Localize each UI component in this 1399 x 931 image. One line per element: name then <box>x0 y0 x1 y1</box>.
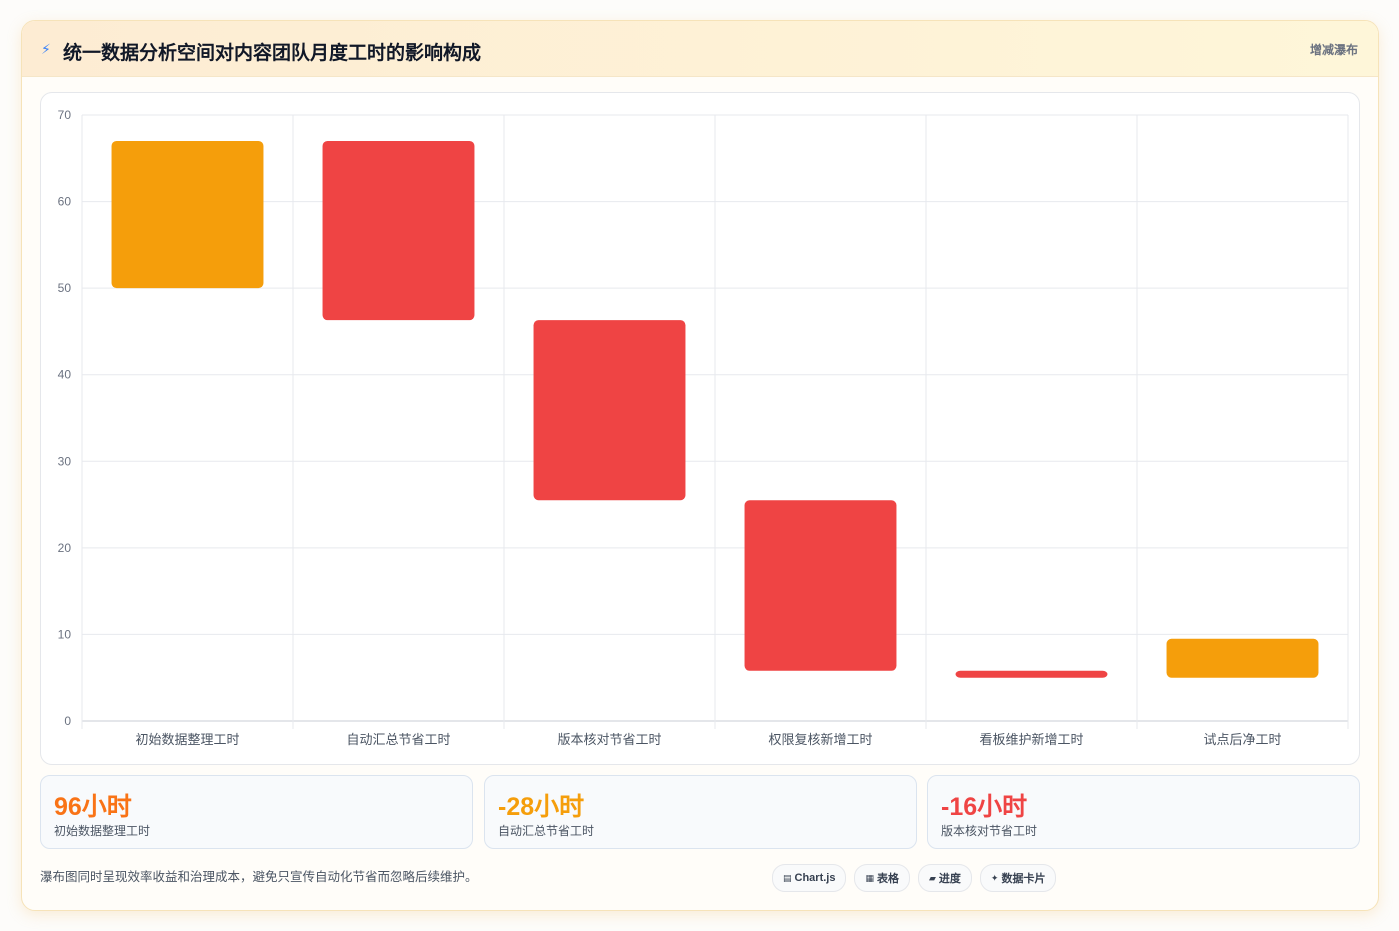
waterfall-bar <box>533 320 686 501</box>
y-tick-label: 20 <box>58 541 72 555</box>
chart-container: 0 10 20 30 40 50 60 70 初始数据整理工时 自动汇总节省工时 版本核对节省工时 权… <box>40 92 1360 765</box>
y-tick-label: 60 <box>58 195 72 209</box>
waterfall-bar <box>744 500 897 671</box>
progress-icon: ▰ <box>929 872 936 883</box>
stat-value: 96小时 <box>54 793 132 821</box>
waterfall-bar <box>111 140 264 289</box>
card-header: ⚡ 统一数据分析空间对内容团队月度工时的影响构成 增减瀑布 <box>22 21 1378 77</box>
waterfall-bar <box>955 670 1108 678</box>
y-tick-label: 50 <box>58 281 72 295</box>
x-tick-label: 看板维护新增工时 <box>979 732 1083 747</box>
y-tick-label: 30 <box>58 454 72 468</box>
stat-label: 版本核对节省工时 <box>941 824 1038 838</box>
stat-card-version-check: -16小时 版本核对节省工时 <box>927 775 1360 849</box>
chart-icon: ▤ <box>783 872 792 883</box>
stat-value: -16小时 <box>941 793 1028 821</box>
chip-label: 进度 <box>938 873 961 885</box>
waterfall-bar <box>322 140 475 321</box>
chart-type-tag: 增减瀑布 <box>1309 43 1358 57</box>
y-tick-label: 0 <box>64 714 71 728</box>
x-tick-label: 初始数据整理工时 <box>135 732 239 747</box>
table-icon: ▦ <box>865 872 874 883</box>
footer-note: 瀑布图同时呈现效率收益和治理成本，避免只宣传自动化节省而忽略后续维护。 <box>40 870 478 884</box>
chip-label: 表格 <box>877 873 899 885</box>
data-card-icon: ✦ <box>990 872 999 883</box>
stat-label: 初始数据整理工时 <box>54 824 151 838</box>
stat-value: -28小时 <box>498 793 585 821</box>
chip-data-card[interactable]: ✦ 数据卡片 <box>979 864 1057 892</box>
chip-progress[interactable]: ▰ 进度 <box>918 864 972 892</box>
chip-table[interactable]: ▦ 表格 <box>854 864 910 892</box>
stat-card-initial: 96小时 初始数据整理工时 <box>40 775 473 849</box>
chip-label: Chart.js <box>794 872 836 884</box>
x-tick-label: 自动汇总节省工时 <box>346 732 450 747</box>
stat-label: 自动汇总节省工时 <box>498 824 595 838</box>
chart-title: 统一数据分析空间对内容团队月度工时的影响构成 <box>63 43 482 64</box>
chip-chartjs[interactable]: ▤ Chart.js <box>772 864 847 892</box>
y-tick-label: 40 <box>58 368 72 382</box>
x-tick-label: 权限复核新增工时 <box>768 732 872 747</box>
lightning-icon: ⚡ <box>41 41 51 57</box>
feature-chips: ▤ Chart.js ▦ 表格 ▰ 进度 ✦ 数据卡片 <box>772 864 1057 892</box>
waterfall-chart: 0 10 20 30 40 50 60 70 初始数据整理工时 自动汇总节省工时 版本核对节省工时 权… <box>58 108 1349 747</box>
x-tick-label: 试点后净工时 <box>1203 732 1281 747</box>
chip-label: 数据卡片 <box>1001 873 1046 885</box>
y-tick-label: 70 <box>58 108 72 122</box>
stat-card-auto-summary: -28小时 自动汇总节省工时 <box>484 775 917 849</box>
x-tick-label: 版本核对节省工时 <box>557 732 661 747</box>
waterfall-bar <box>1166 638 1319 678</box>
dashboard-card: ⚡ 统一数据分析空间对内容团队月度工时的影响构成 增减瀑布 0 10 20 30 40 5… <box>21 20 1379 911</box>
y-tick-label: 10 <box>58 627 72 641</box>
